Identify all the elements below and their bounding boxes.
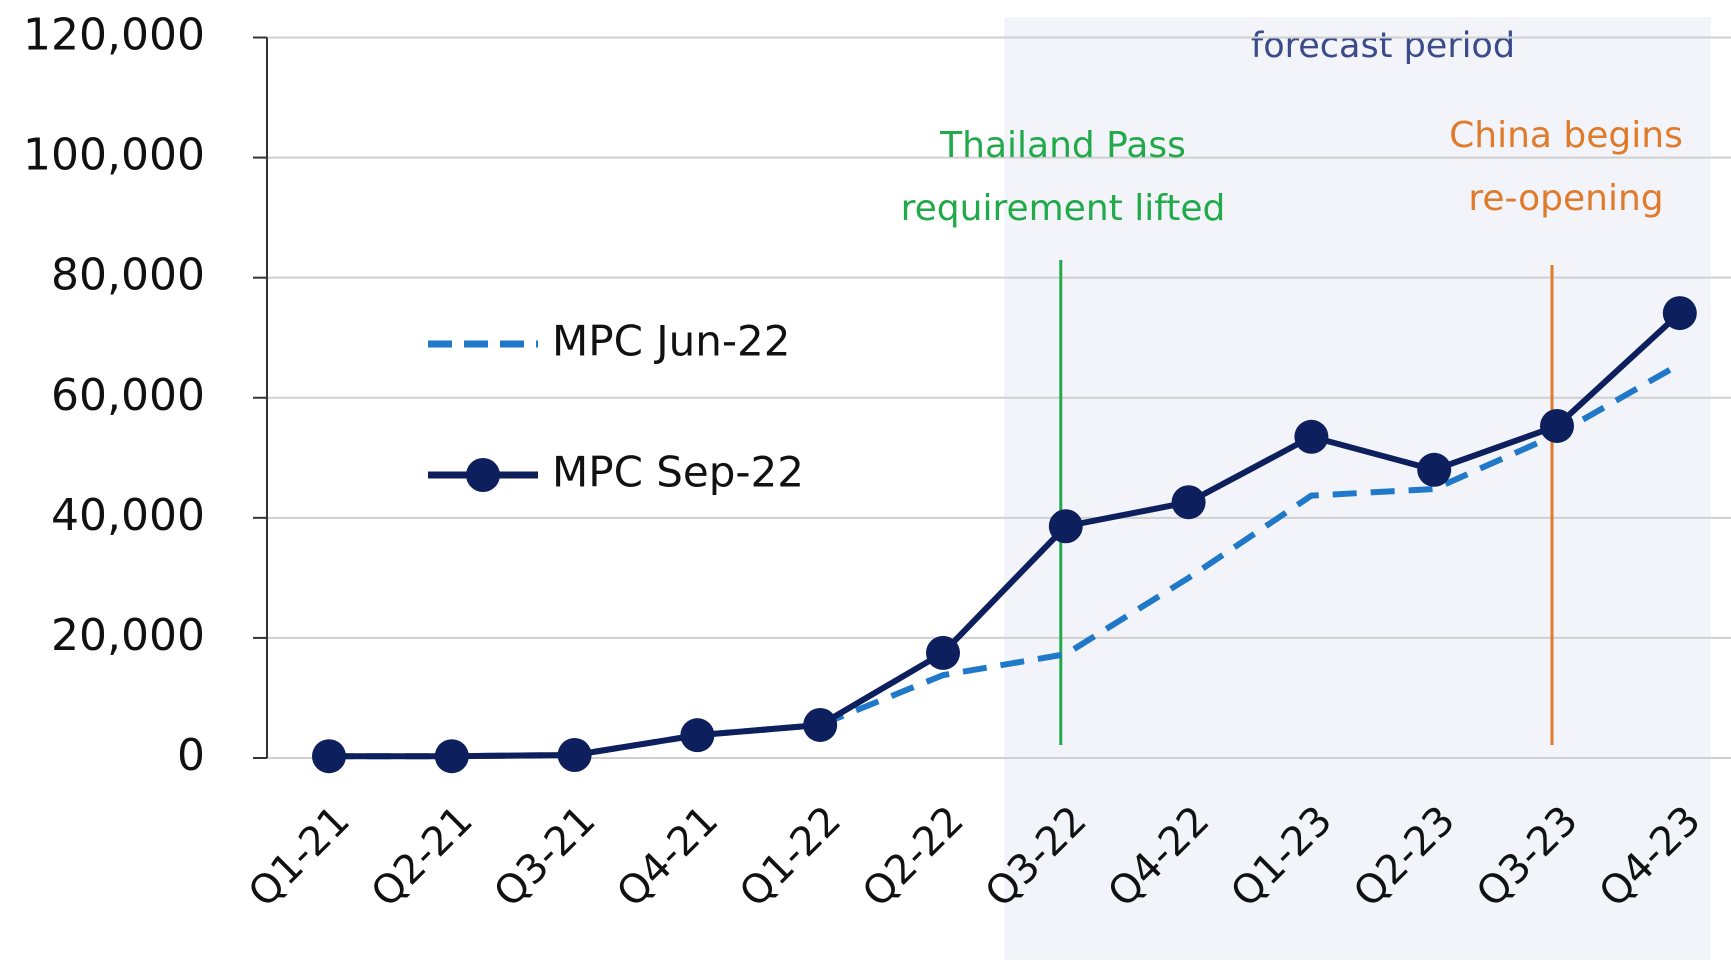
point xyxy=(1662,296,1697,331)
x-tick-label: Q4-21 xyxy=(608,797,727,916)
series-line xyxy=(329,310,1682,760)
point xyxy=(312,739,346,774)
legend-label: MPC Sep-22 xyxy=(552,448,804,497)
point xyxy=(1048,509,1083,544)
point xyxy=(434,739,469,774)
point xyxy=(1417,452,1452,487)
forecast-region xyxy=(1004,17,1711,960)
y-tick-label: 40,000 xyxy=(51,490,205,541)
x-tick-label: Q1-22 xyxy=(731,797,850,916)
legend-label: MPC Jun-22 xyxy=(552,317,790,366)
x-tick-label: Q2-22 xyxy=(854,797,973,916)
point xyxy=(1171,485,1206,520)
annotation-text: re-opening xyxy=(1468,178,1663,219)
y-tick-label: 20,000 xyxy=(51,610,205,661)
forecast-label: forecast period xyxy=(1251,26,1515,66)
x-tick-label: Q2-21 xyxy=(363,797,482,916)
annotation-text: China begins xyxy=(1449,115,1683,156)
y-tick-label: 0 xyxy=(177,730,205,781)
annotation-text: requirement lifted xyxy=(901,188,1226,229)
point xyxy=(1294,419,1329,454)
point xyxy=(557,737,592,772)
annotation-text: Thailand Pass xyxy=(939,125,1186,166)
point xyxy=(926,635,960,670)
legend-marker xyxy=(466,458,500,492)
x-tick-label: Q1-21 xyxy=(240,797,359,916)
point xyxy=(803,707,838,742)
point xyxy=(1540,408,1574,443)
y-tick-label: 100,000 xyxy=(23,130,205,181)
y-tick-label: 60,000 xyxy=(51,370,205,421)
y-tick-label: 120,000 xyxy=(23,10,205,61)
point xyxy=(680,718,715,753)
y-tick-label: 80,000 xyxy=(51,250,205,301)
x-tick-label: Q3-21 xyxy=(485,797,604,916)
series-line xyxy=(329,361,1682,760)
